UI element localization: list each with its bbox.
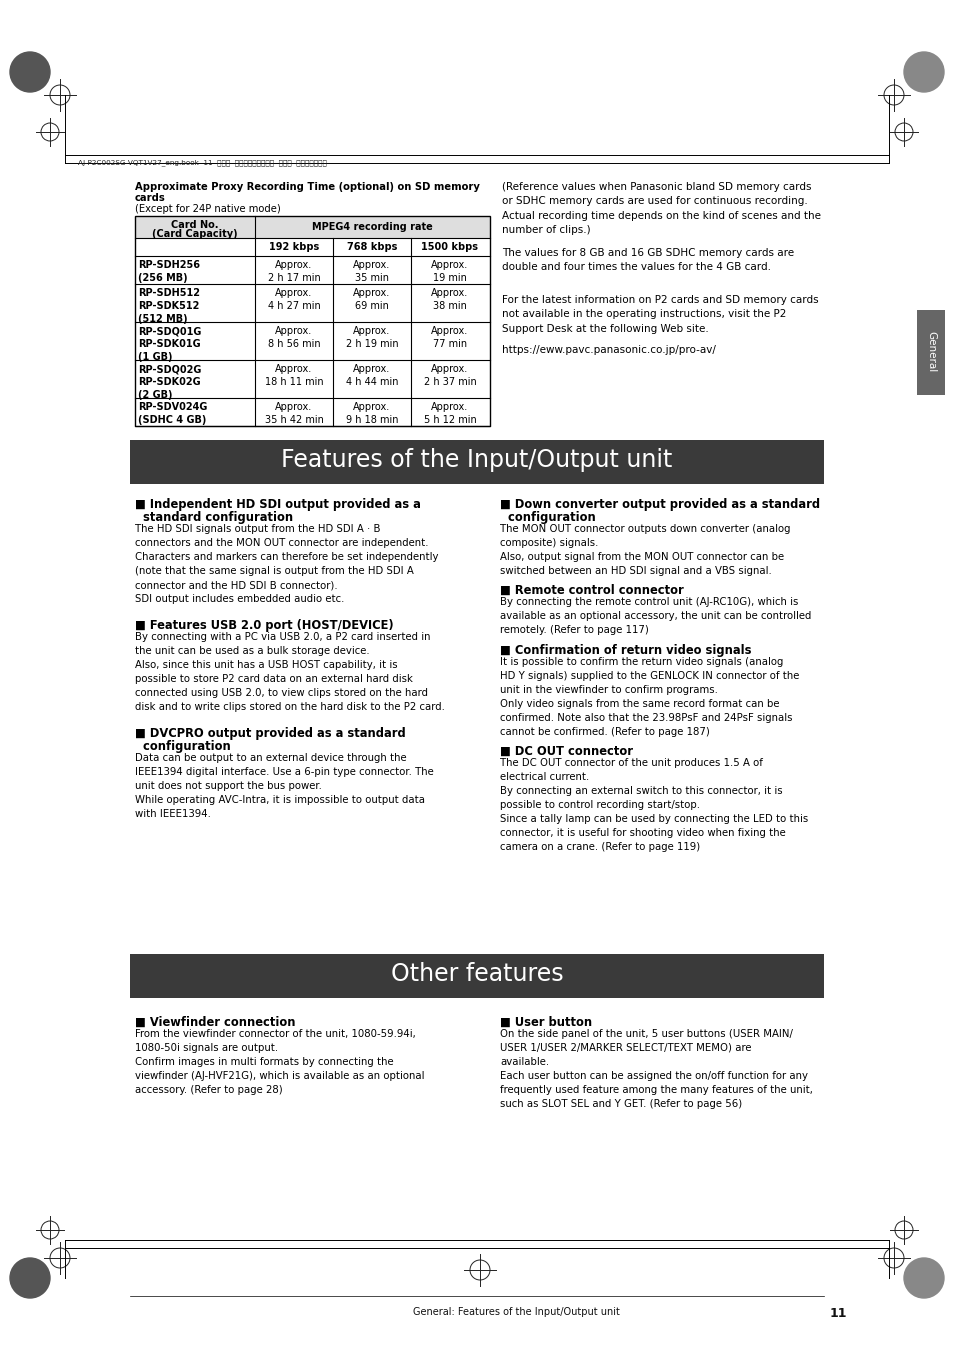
Text: Approx.
35 h 42 min: Approx. 35 h 42 min (264, 403, 323, 424)
Text: ■ Confirmation of return video signals: ■ Confirmation of return video signals (499, 644, 751, 657)
Text: Approx.
5 h 12 min: Approx. 5 h 12 min (423, 403, 476, 424)
Text: ■ User button: ■ User button (499, 1016, 592, 1029)
Text: Approx.
2 h 19 min: Approx. 2 h 19 min (345, 326, 398, 349)
Text: https://eww.pavc.panasonic.co.jp/pro-av/: https://eww.pavc.panasonic.co.jp/pro-av/ (501, 345, 715, 355)
Text: ■ Independent HD SDI output provided as a: ■ Independent HD SDI output provided as … (135, 499, 420, 511)
Text: Approx.
4 h 44 min: Approx. 4 h 44 min (345, 363, 397, 386)
Text: Features of the Input/Output unit: Features of the Input/Output unit (281, 449, 672, 471)
Text: For the latest information on P2 cards and SD memory cards
not available in the : For the latest information on P2 cards a… (501, 295, 818, 334)
Text: From the viewfinder connector of the unit, 1080-59.94i,
1080-50i signals are out: From the viewfinder connector of the uni… (135, 1029, 424, 1096)
Text: Approx.
38 min: Approx. 38 min (431, 288, 468, 311)
Circle shape (10, 1258, 50, 1298)
Text: Other features: Other features (391, 962, 562, 986)
Text: ■ Remote control connector: ■ Remote control connector (499, 584, 683, 597)
Text: By connecting the remote control unit (AJ-RC10G), which is
available as an optio: By connecting the remote control unit (A… (499, 597, 810, 635)
Text: Approx.
8 h 56 min: Approx. 8 h 56 min (268, 326, 320, 349)
Text: (Except for 24P native mode): (Except for 24P native mode) (135, 204, 280, 213)
Text: configuration: configuration (499, 511, 595, 524)
Text: The DC OUT connector of the unit produces 1.5 A of
electrical current.
By connec: The DC OUT connector of the unit produce… (499, 758, 807, 852)
Text: The HD SDI signals output from the HD SDI A · B
connectors and the MON OUT conne: The HD SDI signals output from the HD SD… (135, 524, 438, 604)
Text: ■ DC OUT connector: ■ DC OUT connector (499, 744, 633, 758)
Text: RP-SDH256
(256 MB): RP-SDH256 (256 MB) (138, 259, 200, 282)
Text: RP-SDQ01G
RP-SDK01G
(1 GB): RP-SDQ01G RP-SDK01G (1 GB) (138, 326, 201, 362)
Bar (916, 309, 944, 394)
Text: Approx.
69 min: Approx. 69 min (353, 288, 390, 311)
Text: MPEG4 recording rate: MPEG4 recording rate (312, 222, 432, 232)
Text: ■ Viewfinder connection: ■ Viewfinder connection (135, 1016, 295, 1029)
Text: Approximate Proxy Recording Time (optional) on SD memory: Approximate Proxy Recording Time (option… (135, 182, 479, 192)
Text: standard configuration: standard configuration (135, 511, 293, 524)
Text: On the side panel of the unit, 5 user buttons (USER MAIN/
USER 1/USER 2/MARKER S: On the side panel of the unit, 5 user bu… (499, 1029, 812, 1109)
Text: Approx.
2 h 17 min: Approx. 2 h 17 min (268, 259, 320, 282)
Text: By connecting with a PC via USB 2.0, a P2 card inserted in
the unit can be used : By connecting with a PC via USB 2.0, a P… (135, 632, 444, 712)
Text: RP-SDH512
RP-SDK512
(512 MB): RP-SDH512 RP-SDK512 (512 MB) (138, 288, 200, 324)
Text: 11: 11 (829, 1306, 846, 1320)
Text: Approx.
18 h 11 min: Approx. 18 h 11 min (264, 363, 323, 386)
Text: 1500 kbps: 1500 kbps (421, 242, 478, 253)
Circle shape (903, 51, 943, 92)
Text: General: Features of the Input/Output unit: General: Features of the Input/Output un… (413, 1306, 619, 1317)
Bar (135, 216, 490, 238)
Text: (Reference values when Panasonic bland SD memory cards
or SDHC memory cards are : (Reference values when Panasonic bland S… (501, 182, 821, 235)
Text: cards: cards (135, 193, 166, 203)
Text: Card No.: Card No. (172, 220, 218, 230)
Text: Approx.
2 h 37 min: Approx. 2 h 37 min (423, 363, 476, 386)
Text: The values for 8 GB and 16 GB SDHC memory cards are
double and four times the va: The values for 8 GB and 16 GB SDHC memor… (501, 249, 793, 273)
Text: 768 kbps: 768 kbps (347, 242, 396, 253)
Bar (135, 216, 490, 426)
Text: 192 kbps: 192 kbps (269, 242, 319, 253)
Text: configuration: configuration (135, 740, 231, 753)
Text: Approx.
77 min: Approx. 77 min (431, 326, 468, 349)
Circle shape (10, 51, 50, 92)
Text: Approx.
35 min: Approx. 35 min (353, 259, 390, 282)
Text: General: General (925, 331, 935, 373)
Text: AJ-P2C002SG-VQT1V27_eng.book  11  ページ  ２００８年９月２日  火曜日  午後５時４３分: AJ-P2C002SG-VQT1V27_eng.book 11 ページ ２００８… (78, 159, 327, 166)
Bar (135, 216, 490, 426)
Text: Approx.
19 min: Approx. 19 min (431, 259, 468, 282)
Text: The MON OUT connector outputs down converter (analog
composite) signals.
Also, o: The MON OUT connector outputs down conve… (499, 524, 790, 576)
Text: ■ DVCPRO output provided as a standard: ■ DVCPRO output provided as a standard (135, 727, 405, 740)
Text: RP-SDQ02G
RP-SDK02G
(2 GB): RP-SDQ02G RP-SDK02G (2 GB) (138, 363, 201, 400)
Text: Data can be output to an external device through the
IEEE1394 digital interface.: Data can be output to an external device… (135, 753, 434, 819)
Text: ■ Down converter output provided as a standard: ■ Down converter output provided as a st… (499, 499, 820, 511)
Bar (130, 954, 823, 998)
Text: Approx.
9 h 18 min: Approx. 9 h 18 min (345, 403, 397, 424)
Bar (130, 440, 823, 484)
Text: Approx.
4 h 27 min: Approx. 4 h 27 min (268, 288, 320, 311)
Text: (Card Capacity): (Card Capacity) (152, 230, 237, 239)
Text: It is possible to confirm the return video signals (analog
HD Y signals) supplie: It is possible to confirm the return vid… (499, 657, 799, 738)
Circle shape (903, 1258, 943, 1298)
Text: RP-SDV024G
(SDHC 4 GB): RP-SDV024G (SDHC 4 GB) (138, 403, 207, 424)
Text: ■ Features USB 2.0 port (HOST/DEVICE): ■ Features USB 2.0 port (HOST/DEVICE) (135, 619, 394, 632)
